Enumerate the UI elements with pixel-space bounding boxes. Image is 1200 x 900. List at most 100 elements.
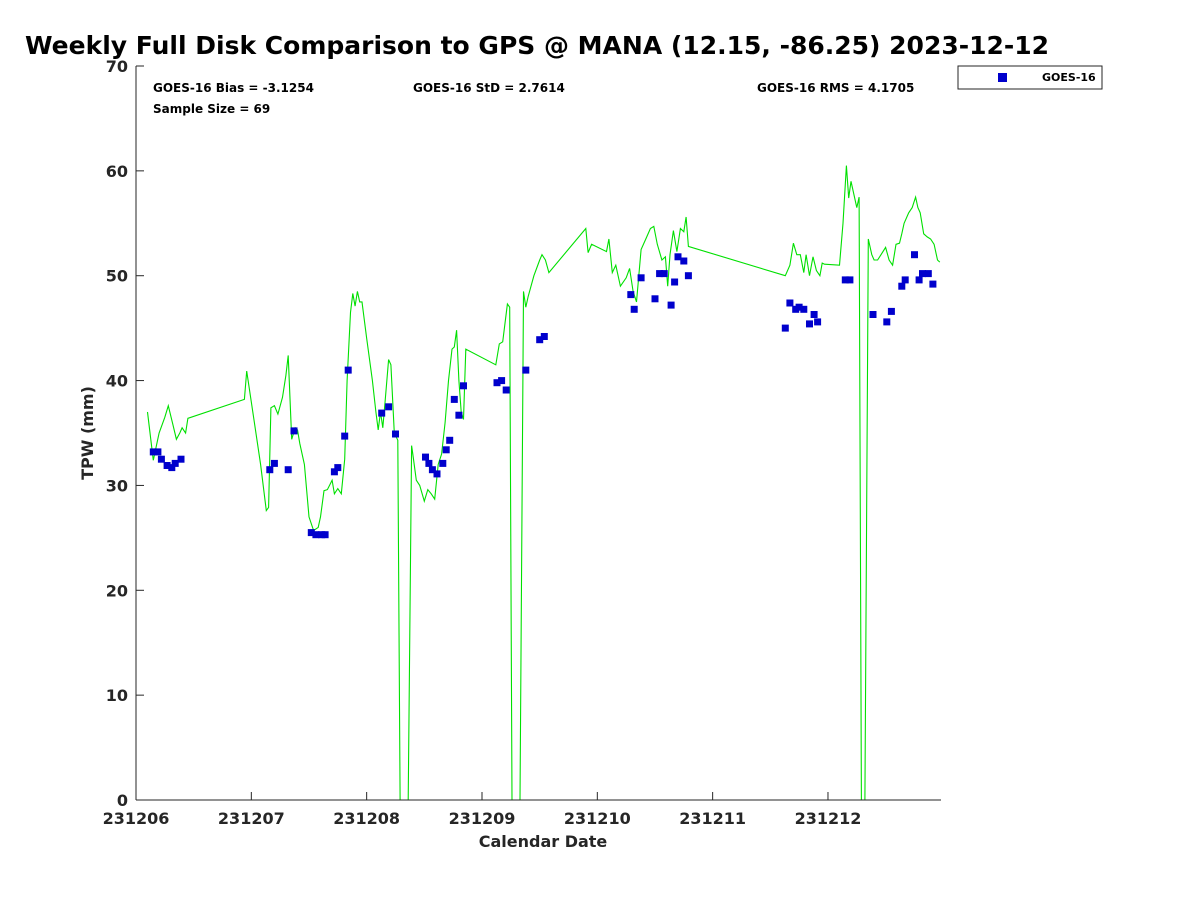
goes16-point [149,448,157,456]
legend-marker-goes16 [998,73,1007,82]
chart-title: Weekly Full Disk Comparison to GPS @ MAN… [25,31,1049,60]
y-axis-label: TPW (mm) [78,386,97,480]
goes16-point [810,311,818,318]
goes16-point [446,436,454,444]
axes: 0 10 20 30 40 50 60 70 231206 231207 231208 231209… [103,57,941,828]
goes16-point [450,395,458,403]
goes16-point [919,270,926,278]
goes16-point [171,459,179,467]
goes16-point [846,276,854,284]
x-tick-label: 231206 [103,809,170,828]
goes16-point [800,305,808,313]
plot-background [136,66,941,800]
legend: GOES-16 [957,65,1103,90]
goes16-point [157,455,165,463]
goes16-point [154,448,162,456]
y-tick-label: 70 [106,57,128,76]
goes16-point [522,366,530,374]
goes16-point [312,531,320,539]
goes16-point [270,459,278,467]
goes16-point [425,459,433,467]
goes16-point [656,270,664,278]
stats-annotations: GOES-16 Bias = -3.1254 GOES-16 StD = 2.7… [153,81,914,116]
y-tick-label: 10 [106,686,128,705]
bias-annotation: GOES-16 Bias = -3.1254 [153,81,314,95]
goes16-point [493,379,501,387]
goes16-point [422,453,429,461]
goes16-point [915,276,923,284]
x-tick-label: 231207 [218,809,285,828]
y-tick-label: 40 [106,372,128,391]
goes16-point [502,386,510,394]
goes16-point [307,529,315,537]
goes16-point [924,270,932,278]
goes16-point [378,409,386,417]
goes16-point [290,427,298,435]
goes16-point [806,320,813,328]
goes16-point [684,272,692,280]
y-tick-label: 60 [106,162,128,181]
goes16-point [901,276,909,284]
goes16-point [442,446,450,454]
goes16-point [883,318,891,326]
goes16-point [168,464,176,472]
goes16-point [671,278,679,286]
x-tick-label: 231211 [679,809,746,828]
goes16-point [334,464,342,472]
y-tick-label: 0 [117,791,128,810]
x-tick-label: 231212 [795,809,862,828]
goes16-point [911,251,918,259]
y-tick-label: 30 [106,476,128,495]
goes16-point [321,531,329,539]
goes16-point [680,257,688,265]
x-axis-label: Calendar Date [479,832,608,851]
goes16-point [498,377,506,385]
x-tick-label: 231210 [564,809,631,828]
goes16-point [540,333,548,340]
y-tick-label: 20 [106,581,128,600]
goes16-point [344,366,352,374]
goes16-point [887,307,895,315]
x-ticks: 231206 231207 231208 231209 231210 231211 2312… [103,792,862,828]
goes16-point [455,411,463,419]
goes16-point [460,382,467,390]
goes16-point [630,305,638,313]
y-ticks: 0 10 20 30 40 50 60 70 [106,57,144,810]
goes16-point [667,301,675,309]
goes16-point [392,430,399,438]
std-annotation: GOES-16 StD = 2.7614 [413,81,565,95]
goes16-point [898,282,906,290]
goes16-point [341,432,349,440]
x-tick-label: 231208 [333,809,400,828]
goes16-point [428,466,436,474]
goes16-point [163,462,171,469]
goes16-point [651,295,659,303]
legend-label-goes16: GOES-16 [1042,71,1096,84]
goes16-point [869,311,877,318]
goes16-point [795,303,803,311]
legend-box [957,65,1103,90]
goes16-point [786,299,794,307]
x-tick-label: 231209 [449,809,516,828]
rms-annotation: GOES-16 RMS = 4.1705 [757,81,914,95]
goes16-point [284,466,292,474]
goes16-point [439,459,447,467]
goes16-point [929,280,937,288]
goes16-point [814,318,822,326]
goes16-point [841,276,849,284]
sample-size-annotation: Sample Size = 69 [153,102,270,116]
y-tick-label: 50 [106,267,128,286]
goes16-series [149,251,937,539]
goes16-point [266,466,274,474]
plot-area [136,66,941,800]
goes16-point [385,403,393,411]
goes16-point [536,336,544,344]
goes16-point [781,324,789,332]
goes16-point [660,270,668,278]
goes16-point [433,470,441,478]
goes16-point [674,253,682,261]
goes16-point [637,274,645,282]
goes16-point [330,468,338,476]
goes16-point [627,291,635,299]
